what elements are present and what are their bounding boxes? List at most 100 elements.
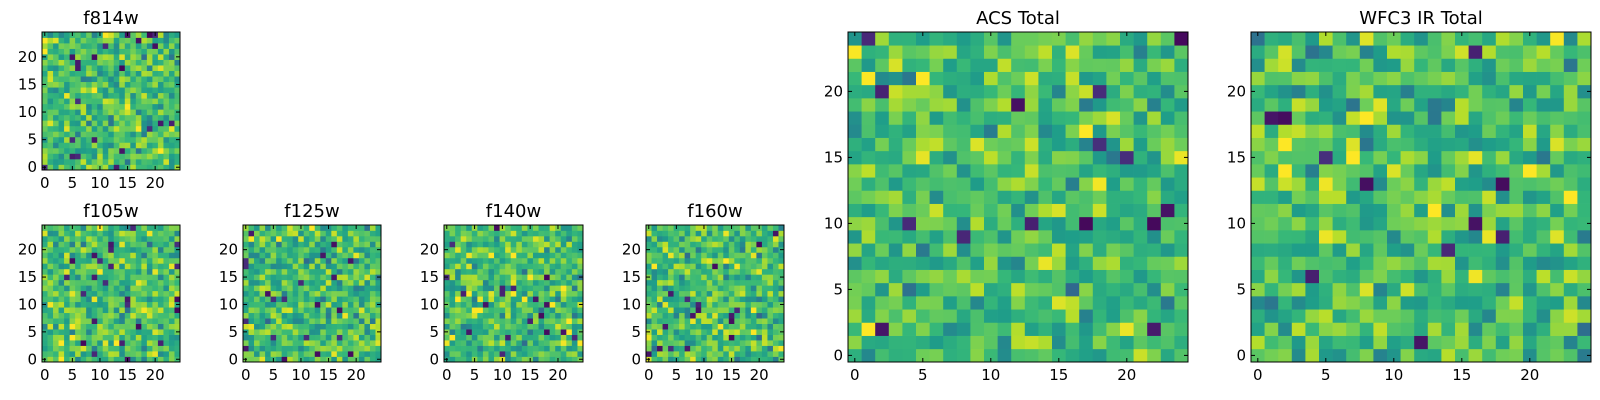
heatmap-cell (146, 37, 153, 44)
heatmap-cell (734, 290, 741, 297)
heatmap-cell (1319, 45, 1333, 59)
heatmap-cell (1550, 190, 1565, 204)
x-tick-label: 15 (118, 366, 137, 384)
heatmap-cell (767, 268, 774, 275)
heatmap-cell (119, 65, 126, 71)
heatmap-cell (243, 252, 249, 259)
heatmap-cell (778, 323, 785, 330)
heatmap-cell (1106, 124, 1121, 138)
heatmap-cell (58, 285, 65, 292)
heatmap-cell (292, 351, 299, 357)
heatmap-cell (1373, 58, 1388, 72)
heatmap-cell (471, 235, 478, 242)
heatmap-cell (510, 279, 517, 286)
heatmap-cell (1024, 309, 1039, 323)
heatmap-cell (64, 323, 70, 330)
heatmap-cell (712, 241, 719, 248)
heatmap-cell (984, 282, 998, 297)
heatmap-cell (1264, 45, 1279, 59)
heatmap-cell (58, 246, 65, 253)
heatmap-cell (1106, 177, 1121, 191)
heatmap-cell (471, 296, 478, 303)
heatmap-cell (1024, 124, 1039, 138)
heatmap-cell (292, 235, 299, 242)
heatmap-cell (646, 323, 652, 330)
heatmap-cell (1264, 269, 1279, 284)
heatmap-cell (124, 87, 131, 94)
heatmap-cell (64, 59, 70, 66)
heatmap-cell (943, 256, 958, 270)
heatmap-cell (157, 70, 164, 77)
heatmap-cell (888, 256, 903, 270)
heatmap-cell (1495, 111, 1510, 125)
heatmap-cell (516, 323, 523, 330)
heatmap-cell (997, 230, 1012, 244)
heatmap-cell (58, 230, 65, 237)
heatmap-cell (342, 323, 349, 330)
heatmap-cell (320, 285, 327, 292)
heatmap-cell (1482, 335, 1497, 350)
heatmap-cell (347, 329, 354, 335)
heatmap-cell (309, 274, 316, 281)
heatmap-cell (695, 312, 702, 319)
heatmap-cell (113, 103, 120, 110)
heatmap-cell (91, 345, 98, 352)
heatmap-cell (521, 263, 528, 270)
heatmap-cell (42, 120, 48, 127)
heatmap-cell (298, 323, 305, 330)
heatmap-cell (163, 290, 170, 297)
heatmap-cell (287, 323, 294, 330)
heatmap-cell (75, 307, 81, 314)
heatmap-cell (767, 230, 774, 237)
heatmap-cell (1147, 190, 1162, 204)
heatmap-cell (756, 296, 763, 303)
heatmap-cell (1305, 124, 1320, 138)
heatmap-cell (248, 323, 255, 330)
heatmap-cell (1577, 164, 1592, 178)
heatmap-cell (466, 345, 473, 352)
heatmap-cell (69, 307, 76, 314)
heatmap-cell (146, 125, 153, 132)
heatmap-cell (1332, 137, 1347, 152)
heatmap-cell (494, 323, 500, 330)
heatmap-cell (102, 345, 109, 352)
heatmap-cell (69, 136, 76, 143)
heatmap-cell (1251, 32, 1265, 46)
heatmap-cell (342, 235, 349, 242)
heatmap-cell (679, 279, 685, 286)
heatmap-cell (723, 252, 730, 259)
heatmap-cell (168, 81, 175, 88)
heatmap-cell (1024, 71, 1039, 86)
heatmap-cell (75, 345, 81, 352)
heatmap-cell (292, 279, 299, 286)
heatmap-cell (146, 301, 153, 308)
heatmap-cell (331, 323, 338, 330)
heatmap-cell (756, 252, 763, 259)
heatmap-cell (532, 285, 539, 292)
heatmap-cell (706, 312, 713, 319)
heatmap-cell (146, 32, 153, 38)
heatmap-cell (510, 230, 517, 237)
heatmap-cell (270, 279, 277, 286)
heatmap-cell (135, 120, 142, 127)
heatmap-cell (1359, 256, 1374, 270)
heatmap-cell (668, 246, 674, 253)
heatmap-cell (80, 153, 87, 160)
heatmap-cell (449, 351, 456, 357)
heatmap-cell (750, 334, 757, 341)
heatmap-cell (1387, 177, 1401, 191)
heatmap-cell (243, 312, 249, 319)
heatmap-cell (1563, 256, 1578, 270)
heatmap-cell (353, 334, 360, 341)
heatmap-cell (505, 345, 512, 352)
heatmap-cell (505, 323, 512, 330)
heatmap-cell (163, 318, 170, 324)
heatmap-cell (566, 318, 573, 324)
heatmap-cell (58, 131, 65, 138)
heatmap-cell (108, 32, 115, 38)
heatmap-cell (929, 58, 944, 72)
heatmap-cell (281, 340, 288, 346)
heatmap-cell (984, 111, 998, 125)
heatmap-cell (538, 235, 545, 242)
heatmap-cell (331, 351, 338, 357)
